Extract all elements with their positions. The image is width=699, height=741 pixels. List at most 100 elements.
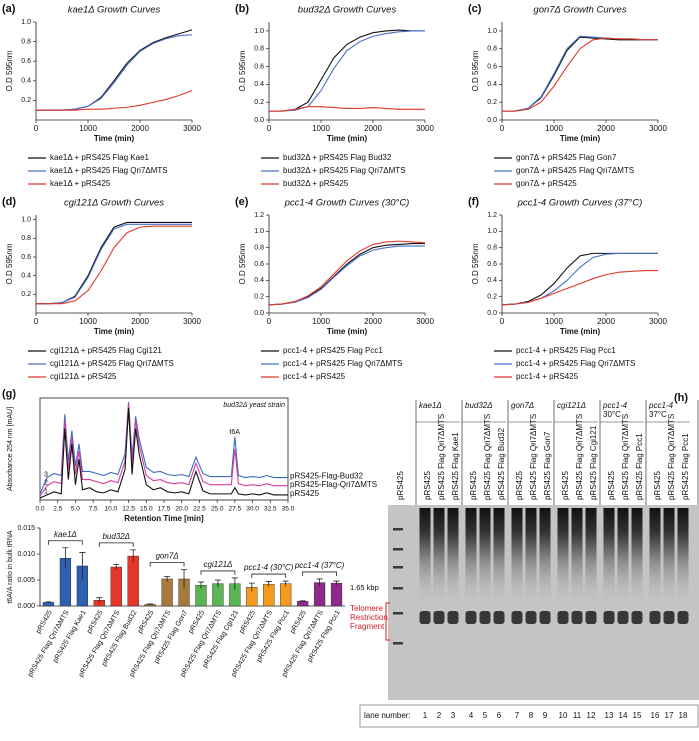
panel-label: (d) <box>2 196 16 208</box>
lane-number-box <box>359 704 699 728</box>
lane-number: 10 <box>559 711 568 720</box>
error-bar <box>282 580 289 587</box>
y-tick-label: 0.2 <box>254 99 264 106</box>
x-axis-label: Time (min) <box>560 327 601 336</box>
y-tick-label: 0.2 <box>21 97 31 104</box>
error-bar <box>248 582 255 592</box>
ladder-band <box>393 548 403 551</box>
axes <box>268 22 425 121</box>
legend-label: cgi121Δ + pRS425 <box>50 372 117 381</box>
lane-label: pRS425 <box>469 471 478 500</box>
group-label: pcc1-4 (30°C) <box>243 563 294 572</box>
bar <box>297 601 309 607</box>
error-bar <box>164 575 171 582</box>
x-tick-label: 25.0 <box>211 506 224 513</box>
annotation-bracket <box>385 602 390 641</box>
x-tick-label: 30.0 <box>246 506 259 513</box>
legend-label: cgi121Δ + pRS425 Flag Cgi121 <box>50 346 162 355</box>
lane-label: pRS425 <box>607 471 616 500</box>
trace-label: 3 <box>44 471 48 478</box>
lane-smear <box>571 508 583 603</box>
lane-label: pRS425 Flag Kae1 <box>451 432 460 500</box>
y-tick-label: 0.6 <box>487 261 497 268</box>
lane-label: pRS425 <box>561 471 570 500</box>
bar <box>127 555 139 607</box>
telomere-band <box>525 611 537 624</box>
x-tick-label: 1000 <box>312 124 330 133</box>
telomere-band <box>511 611 523 624</box>
lane-number: 6 <box>497 711 502 720</box>
x-tick-label: 1000 <box>79 124 97 133</box>
group-bracket <box>302 571 337 576</box>
lane-smear <box>511 508 523 603</box>
y-axis-label: O.D 595nm <box>5 243 14 284</box>
y-tick-label: 0.2 <box>21 291 31 298</box>
lane-smear <box>677 508 689 603</box>
x-tick-label: 2000 <box>597 124 615 133</box>
y-tick-label: 0.2 <box>254 294 264 301</box>
lane-label: pRS425 Flag Qri7ΔMTS <box>621 414 630 500</box>
ladder-band <box>393 587 403 590</box>
x-tick-label: 3000 <box>416 124 434 133</box>
error-bar <box>214 579 221 588</box>
x-tick-label: 3000 <box>649 124 667 133</box>
x-tick-label: pRS425 Flag Kae1 <box>52 609 88 664</box>
y-tick-label: 0.0 <box>487 117 497 124</box>
series-line <box>502 35 658 112</box>
x-tick-label: 3000 <box>183 317 201 326</box>
y-tick-label: 1.0 <box>21 19 31 26</box>
x-tick-label: pRS425 <box>86 609 105 634</box>
lane-number: 5 <box>483 711 488 720</box>
y-axis-label: O.D 595nm <box>471 50 480 91</box>
lane-number: 17 <box>665 711 674 720</box>
group-label: gon7Δ <box>511 401 534 410</box>
y-tick-label: 0.4 <box>21 78 31 85</box>
series-label: pRS425-Flag-Bud32 <box>290 472 363 481</box>
lane-number: 1 <box>423 711 428 720</box>
x-tick-label: pRS425 Flag Pcc1 <box>256 609 291 663</box>
x-axis-label: Time (min) <box>560 134 601 143</box>
lane-number: 8 <box>529 711 534 720</box>
annotation-box: Telomere Restriction Fragment <box>350 604 388 631</box>
y-tick-label: 0.8 <box>21 38 31 45</box>
legend-label: pcc1-4 + pRS425 Flag Qri7ΔMTS <box>516 359 635 368</box>
chart-title: bud32Δ Growth Curves <box>298 5 397 16</box>
y-tick-label: 0.8 <box>487 46 497 53</box>
telomere-band <box>465 611 477 624</box>
lane-number: 12 <box>587 711 596 720</box>
y-tick-label: 1.2 <box>254 212 264 219</box>
group-bracket <box>200 570 236 575</box>
panel-label: (f) <box>468 196 479 208</box>
y-tick-label: 0.6 <box>254 63 264 70</box>
x-tick-label: 15.0 <box>140 506 153 513</box>
lane-smear <box>649 508 661 603</box>
panel-label: (c) <box>468 3 482 15</box>
series-line <box>39 403 288 497</box>
y-tick-label: 0.6 <box>21 58 31 65</box>
lane-number: 13 <box>605 711 614 720</box>
error-bar <box>265 581 272 587</box>
x-tick-label: pRS425 <box>188 609 207 634</box>
error-bar <box>181 569 188 589</box>
telomere-band <box>493 611 505 624</box>
panel-label: (h) <box>674 392 688 404</box>
group-label: cgi121Δ <box>557 401 586 410</box>
series-line <box>39 408 288 499</box>
y-tick-label: 0.4 <box>487 277 497 284</box>
lane-label: pRS425 <box>396 471 405 500</box>
bar <box>280 583 292 607</box>
ladder-band <box>393 642 403 645</box>
x-tick-label: 1000 <box>545 124 563 133</box>
y-axis-label: t6A/A ratio in bulk tRNA <box>7 530 14 603</box>
y-axis-label: O.D 595nm <box>238 50 247 91</box>
x-tick-label: 2000 <box>597 317 615 326</box>
series-line <box>269 30 425 112</box>
series-line <box>39 402 288 495</box>
error-bar <box>231 577 238 590</box>
y-tick-label: 0.0 <box>254 310 264 317</box>
y-tick-label: 1.0 <box>254 28 264 35</box>
error-bar <box>79 552 86 580</box>
y-tick-label: 0.6 <box>21 254 31 261</box>
lane-number-title: lane number: <box>364 711 411 720</box>
y-tick-label: 0.8 <box>21 235 31 242</box>
